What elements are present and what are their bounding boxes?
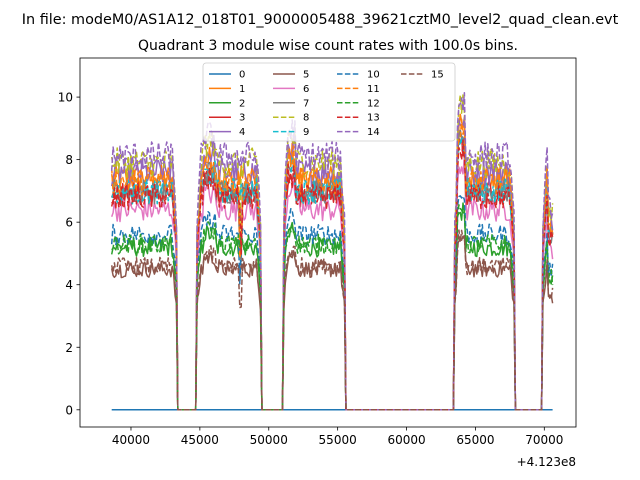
legend-label-3: 3 <box>239 113 245 124</box>
x-tick-label: 70000 <box>525 433 563 447</box>
legend-label-13: 13 <box>367 113 380 124</box>
legend-label-7: 7 <box>303 98 309 109</box>
legend-label-0: 0 <box>239 70 245 81</box>
axes-layer: 40000 45000 50000 55000 60000 65000 70000 0 2 4 6 8… <box>58 57 577 447</box>
legend-label-5: 5 <box>303 70 309 81</box>
x-tick-label: 50000 <box>250 433 288 447</box>
x-tick-label: 60000 <box>387 433 425 447</box>
y-tick-label: 0 <box>65 403 73 417</box>
x-tick-label: 65000 <box>456 433 494 447</box>
legend-label-2: 2 <box>239 98 245 109</box>
series-layer <box>110 91 554 411</box>
plot-frame <box>79 57 577 428</box>
legend-label-9: 9 <box>303 127 309 138</box>
legend-label-4: 4 <box>239 127 245 138</box>
series-line-10 <box>110 195 554 411</box>
x-tick-label: 55000 <box>319 433 357 447</box>
chart-title: Quadrant 3 module wise count rates with … <box>138 38 518 54</box>
legend-label-14: 14 <box>367 127 380 138</box>
legend-label-10: 10 <box>367 70 380 81</box>
legend-label-15: 15 <box>431 70 444 81</box>
y-tick-label: 10 <box>58 91 73 105</box>
figure-suptitle: In file: modeM0/AS1A12_018T01_9000005488… <box>22 12 619 28</box>
legend-label-1: 1 <box>239 84 245 95</box>
y-tick-label: 6 <box>65 216 73 230</box>
y-tick-label: 2 <box>65 341 73 355</box>
legend-label-8: 8 <box>303 113 309 124</box>
x-axis-offset-label: +4.123e8 <box>517 455 576 469</box>
x-tick-label: 45000 <box>181 433 219 447</box>
x-tick-label: 40000 <box>112 433 150 447</box>
series-line-12 <box>111 204 554 411</box>
legend-label-6: 6 <box>303 84 309 95</box>
legend-label-12: 12 <box>367 98 380 109</box>
legend-label-11: 11 <box>367 84 380 95</box>
y-tick-label: 4 <box>65 278 73 292</box>
y-tick-label: 8 <box>65 153 73 167</box>
series-line-15 <box>110 229 554 411</box>
legend-frame <box>202 62 456 142</box>
